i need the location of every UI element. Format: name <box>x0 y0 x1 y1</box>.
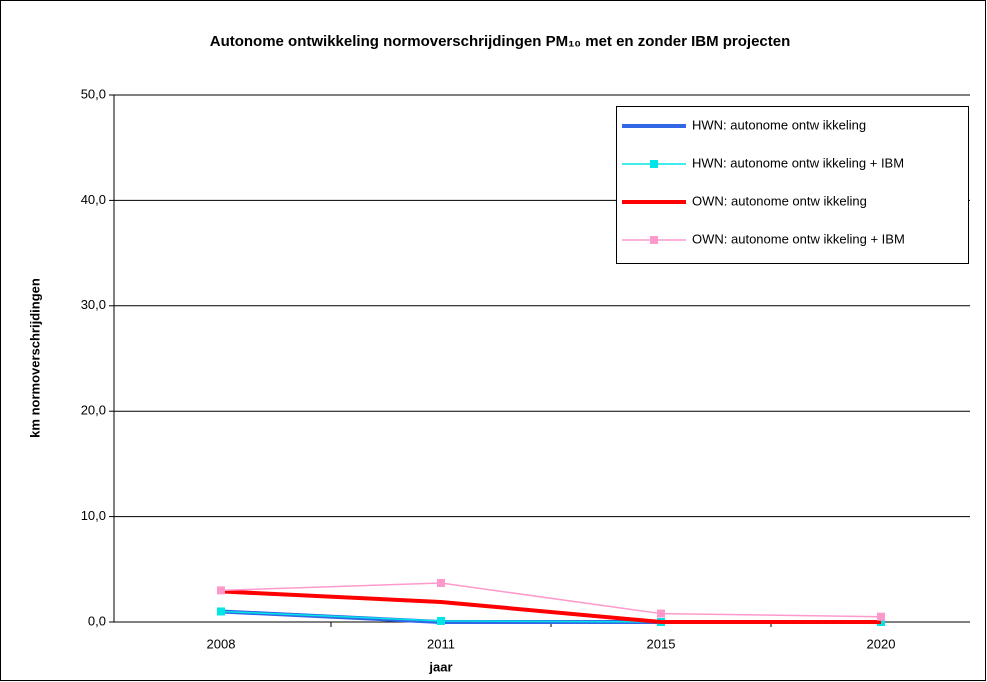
y-tick-label: 10,0 <box>81 508 106 523</box>
x-tick-label: 2020 <box>867 636 896 651</box>
legend-marker <box>650 236 658 244</box>
legend-label: OWN: autonome ontw ikkeling + IBM <box>692 231 905 246</box>
legend-label: HWN: autonome ontw ikkeling + IBM <box>692 155 904 170</box>
x-tick-label: 2011 <box>427 636 455 651</box>
legend-marker <box>650 160 658 168</box>
legend-label: OWN: autonome ontw ikkeling <box>692 193 867 208</box>
marker <box>217 586 225 595</box>
marker <box>877 612 885 621</box>
marker <box>217 607 225 616</box>
y-axis-title: km normoverschrijdingen <box>27 278 42 438</box>
y-tick-label: 0,0 <box>88 613 106 628</box>
legend-label: HWN: autonome ontw ikkeling <box>692 117 866 132</box>
x-tick-label: 2015 <box>647 636 676 651</box>
chart-title: Autonome ontwikkeling normoverschrijding… <box>210 33 791 50</box>
y-tick-label: 30,0 <box>81 297 106 312</box>
y-tick-label: 20,0 <box>81 403 106 418</box>
series-line <box>220 582 882 618</box>
marker <box>437 579 445 588</box>
marker <box>437 616 445 625</box>
legend-box <box>616 106 969 264</box>
marker <box>657 609 665 618</box>
y-tick-label: 40,0 <box>81 192 106 207</box>
x-axis-title: jaar <box>428 659 452 674</box>
y-tick-label: 50,0 <box>81 86 106 101</box>
x-tick-label: 2008 <box>207 636 236 651</box>
series-line <box>220 589 881 624</box>
